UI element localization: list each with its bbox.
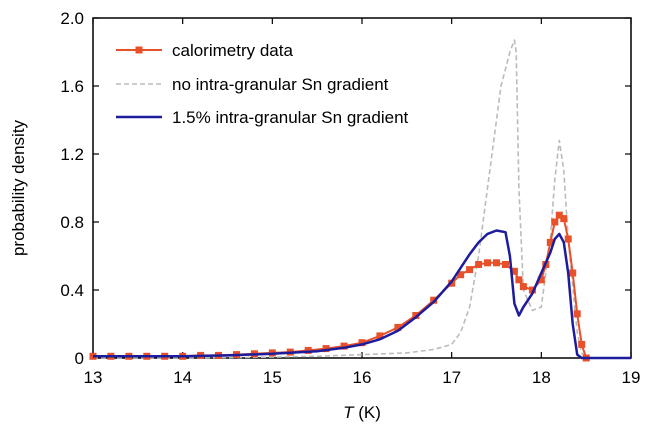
data-point bbox=[519, 283, 527, 291]
data-point bbox=[515, 276, 523, 284]
series-line-2 bbox=[93, 229, 631, 360]
y-tick-label: 0 bbox=[75, 349, 84, 368]
data-point bbox=[457, 271, 465, 279]
data-point bbox=[322, 345, 330, 353]
series-layer bbox=[89, 39, 631, 362]
x-axis-label: T (K) bbox=[343, 403, 381, 422]
x-tick-label: 17 bbox=[442, 368, 461, 387]
legend: calorimetry data no intra-granular Sn gr… bbox=[116, 41, 409, 127]
series-line-1 bbox=[93, 39, 631, 359]
x-tick-label: 18 bbox=[532, 368, 551, 387]
data-point bbox=[578, 340, 586, 348]
y-tick-label: 0.4 bbox=[60, 281, 84, 300]
data-point bbox=[304, 346, 312, 354]
x-tick-label: 19 bbox=[622, 368, 641, 387]
legend-label-calorimetry: calorimetry data bbox=[172, 41, 293, 60]
data-point bbox=[528, 286, 536, 294]
x-tick-label: 16 bbox=[353, 368, 372, 387]
legend-label-gradient: 1.5% intra-granular Sn gradient bbox=[172, 108, 409, 127]
data-point bbox=[537, 276, 545, 284]
y-axis-label: probability density bbox=[9, 119, 28, 256]
axis-ticks: 13 14 15 16 17 18 19 0 0.4 0.8 1.2 1.6 2.0 bbox=[60, 9, 640, 387]
x-tick-label: 15 bbox=[263, 368, 282, 387]
data-point bbox=[340, 342, 348, 350]
y-tick-label: 1.2 bbox=[60, 145, 84, 164]
y-tick-label: 1.6 bbox=[60, 77, 84, 96]
data-point bbox=[551, 218, 559, 226]
legend-label-no-gradient: no intra-granular Sn gradient bbox=[172, 75, 389, 94]
data-point bbox=[493, 259, 500, 267]
data-point bbox=[560, 215, 568, 223]
y-tick-label: 2.0 bbox=[60, 9, 84, 28]
data-point bbox=[394, 323, 402, 331]
y-tick-label: 0.8 bbox=[60, 213, 84, 232]
data-point bbox=[510, 267, 518, 275]
data-point bbox=[546, 238, 554, 246]
data-point bbox=[502, 261, 509, 268]
data-point bbox=[484, 259, 491, 267]
data-point bbox=[466, 266, 474, 274]
data-point bbox=[573, 310, 581, 318]
data-point bbox=[569, 269, 577, 277]
data-point bbox=[475, 261, 483, 268]
x-tick-label: 14 bbox=[173, 368, 192, 387]
plot-frame bbox=[92, 17, 632, 359]
legend-marker-calorimetry bbox=[135, 46, 143, 54]
data-point bbox=[555, 211, 563, 219]
data-point bbox=[564, 235, 572, 243]
data-point bbox=[412, 312, 420, 319]
data-point bbox=[358, 339, 366, 347]
data-point bbox=[376, 332, 384, 340]
x-tick-label: 13 bbox=[84, 368, 103, 387]
